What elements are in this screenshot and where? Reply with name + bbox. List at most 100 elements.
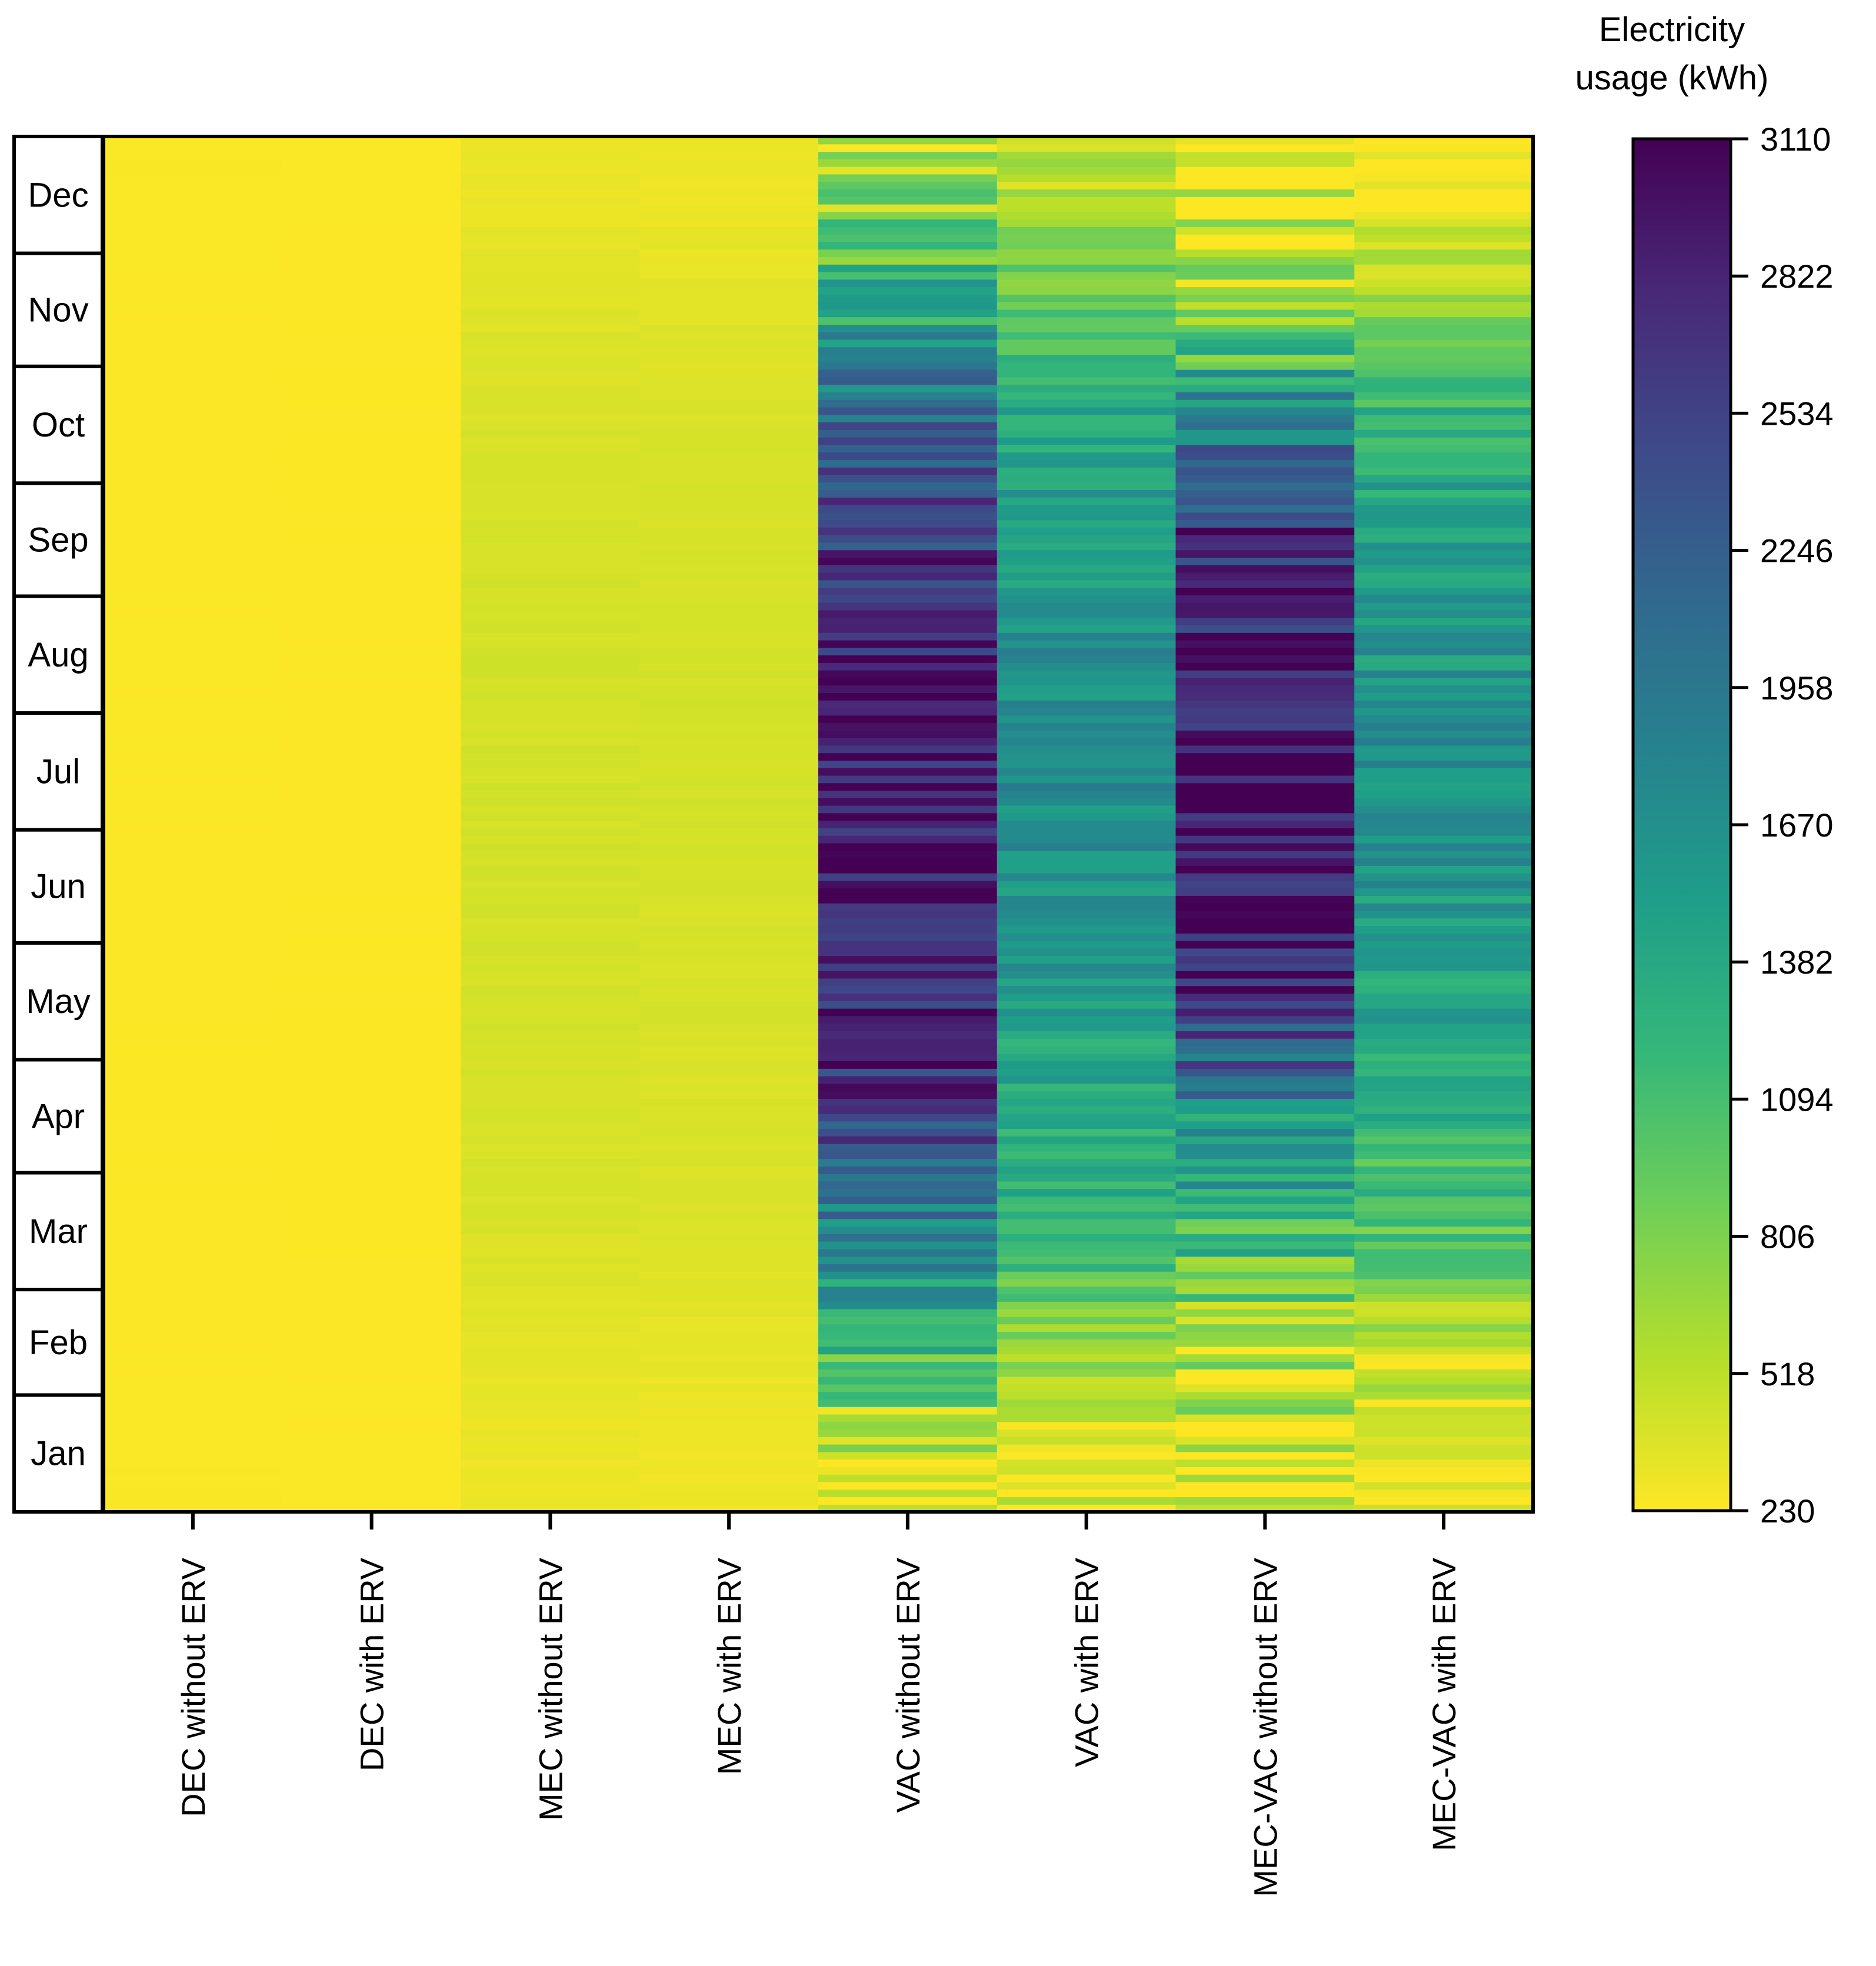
heatmap-cell xyxy=(997,1106,1177,1114)
heatmap-cell xyxy=(639,204,819,212)
heatmap-cell xyxy=(997,1174,1177,1182)
heatmap-cell xyxy=(461,181,640,190)
heatmap-cell xyxy=(461,1294,640,1302)
heatmap-cell xyxy=(461,271,640,280)
heatmap-cell xyxy=(639,1001,819,1009)
heatmap-cell xyxy=(104,955,283,964)
heatmap-cell xyxy=(1175,1339,1355,1347)
heatmap-cell xyxy=(282,1015,462,1024)
heatmap-cell xyxy=(818,1256,998,1264)
heatmap-cell xyxy=(104,1068,283,1077)
heatmap-cell xyxy=(1354,895,1534,904)
heatmap-cell xyxy=(282,1316,462,1325)
heatmap-cell xyxy=(639,933,819,941)
heatmap-cell xyxy=(104,685,283,694)
heatmap-cell xyxy=(1175,572,1355,581)
heatmap-cell xyxy=(104,1361,283,1369)
heatmap-cell xyxy=(1354,196,1534,205)
heatmap-cell xyxy=(997,760,1177,768)
heatmap-cell xyxy=(1354,812,1534,821)
heatmap-cell xyxy=(104,1196,283,1204)
heatmap-cell xyxy=(1175,1234,1355,1242)
heatmap-cell xyxy=(818,482,998,491)
heatmap-cell xyxy=(1175,820,1355,828)
heatmap-cell xyxy=(818,1481,998,1490)
heatmap-cell xyxy=(818,865,998,874)
heatmap-cell xyxy=(104,279,283,288)
heatmap-cell xyxy=(282,1098,462,1107)
heatmap-cell xyxy=(461,512,640,521)
heatmap-cell xyxy=(1175,745,1355,754)
heatmap-cell xyxy=(1354,941,1534,949)
heatmap-cell xyxy=(1354,324,1534,332)
heatmap-cell xyxy=(997,1008,1177,1017)
heatmap-cell xyxy=(997,422,1177,430)
heatmap-cell xyxy=(1175,219,1355,227)
heatmap-cell xyxy=(1354,572,1534,581)
heatmap-cell xyxy=(1354,256,1534,265)
heatmap-cell xyxy=(1354,1339,1534,1347)
heatmap-cell xyxy=(639,489,819,498)
heatmap-cell xyxy=(639,1128,819,1137)
heatmap-cell xyxy=(1175,700,1355,708)
heatmap-cell xyxy=(104,812,283,821)
heatmap-cell xyxy=(282,1256,462,1264)
heatmap-cell xyxy=(104,429,283,438)
heatmap-cell xyxy=(1175,1278,1355,1287)
heatmap-cell xyxy=(818,181,998,190)
heatmap-cell xyxy=(818,346,998,355)
heatmap-cell xyxy=(461,925,640,934)
heatmap-cell xyxy=(104,1121,283,1129)
heatmap-cell xyxy=(818,1278,998,1287)
heatmap-cell xyxy=(997,1481,1177,1490)
heatmap-cell xyxy=(818,512,998,521)
heatmap-cell xyxy=(818,1474,998,1482)
heatmap-cell xyxy=(104,332,283,340)
heatmap-cell xyxy=(282,437,462,445)
heatmap-cell xyxy=(997,572,1177,581)
heatmap-cell xyxy=(1175,910,1355,919)
heatmap-cell xyxy=(282,151,462,159)
heatmap-cell xyxy=(282,294,462,302)
heatmap-cell xyxy=(1354,346,1534,355)
heatmap-cell xyxy=(1354,1196,1534,1204)
heatmap-cell xyxy=(1175,1429,1355,1437)
heatmap-cell xyxy=(639,639,819,648)
heatmap-cell xyxy=(461,1451,640,1460)
heatmap-cell xyxy=(461,1264,640,1272)
heatmap-cell xyxy=(818,429,998,438)
heatmap-cell xyxy=(461,1437,640,1445)
heatmap-cell xyxy=(461,346,640,355)
heatmap-cell xyxy=(818,1324,998,1332)
heatmap-cell xyxy=(639,505,819,513)
heatmap-cell xyxy=(639,249,819,258)
colorbar-tick-label: 2534 xyxy=(1760,395,1834,432)
heatmap-cell xyxy=(1175,971,1355,979)
heatmap-cell xyxy=(997,1121,1177,1129)
heatmap-cell xyxy=(997,835,1177,844)
heatmap-cell xyxy=(1175,805,1355,814)
heatmap-cell xyxy=(1175,1053,1355,1062)
heatmap-cell xyxy=(818,1196,998,1204)
heatmap-cell xyxy=(818,1083,998,1092)
heatmap-cell xyxy=(639,828,819,836)
heatmap-cell xyxy=(461,204,640,212)
heatmap-cell xyxy=(639,1121,819,1129)
heatmap-cell xyxy=(818,1023,998,1031)
heatmap-cell xyxy=(818,1045,998,1054)
heatmap-cell xyxy=(997,873,1177,881)
heatmap-cell xyxy=(1354,1083,1534,1092)
heatmap-cell xyxy=(639,1106,819,1114)
heatmap-cell xyxy=(282,1407,462,1415)
heatmap-cell xyxy=(639,302,819,310)
heatmap-cell xyxy=(997,1241,1177,1249)
heatmap-cell xyxy=(818,1031,998,1039)
heatmap-cell xyxy=(639,316,819,325)
heatmap-cell xyxy=(282,579,462,588)
heatmap-cell xyxy=(1175,519,1355,528)
heatmap-cell xyxy=(461,602,640,611)
heatmap-cell xyxy=(1354,264,1534,272)
heatmap-cell xyxy=(461,700,640,708)
heatmap-cell xyxy=(997,279,1177,288)
heatmap-cell xyxy=(639,1497,819,1505)
